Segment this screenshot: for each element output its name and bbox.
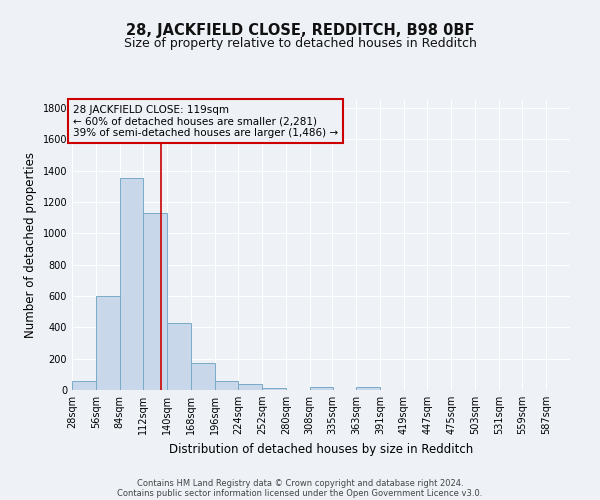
Text: Contains public sector information licensed under the Open Government Licence v3: Contains public sector information licen… — [118, 488, 482, 498]
Bar — [119, 178, 143, 390]
Bar — [310, 387, 334, 390]
Bar — [191, 364, 215, 390]
Bar — [356, 387, 380, 390]
Text: 28, JACKFIELD CLOSE, REDDITCH, B98 0BF: 28, JACKFIELD CLOSE, REDDITCH, B98 0BF — [126, 22, 474, 38]
Text: Size of property relative to detached houses in Redditch: Size of property relative to detached ho… — [124, 38, 476, 51]
Bar — [96, 296, 119, 390]
Bar — [167, 322, 191, 390]
X-axis label: Distribution of detached houses by size in Redditch: Distribution of detached houses by size … — [169, 442, 473, 456]
Bar — [143, 213, 167, 390]
Bar — [72, 382, 96, 390]
Bar — [262, 388, 286, 390]
Text: 28 JACKFIELD CLOSE: 119sqm
← 60% of detached houses are smaller (2,281)
39% of s: 28 JACKFIELD CLOSE: 119sqm ← 60% of deta… — [73, 104, 338, 138]
Y-axis label: Number of detached properties: Number of detached properties — [24, 152, 37, 338]
Bar — [238, 384, 262, 390]
Bar — [215, 380, 238, 390]
Text: Contains HM Land Registry data © Crown copyright and database right 2024.: Contains HM Land Registry data © Crown c… — [137, 478, 463, 488]
